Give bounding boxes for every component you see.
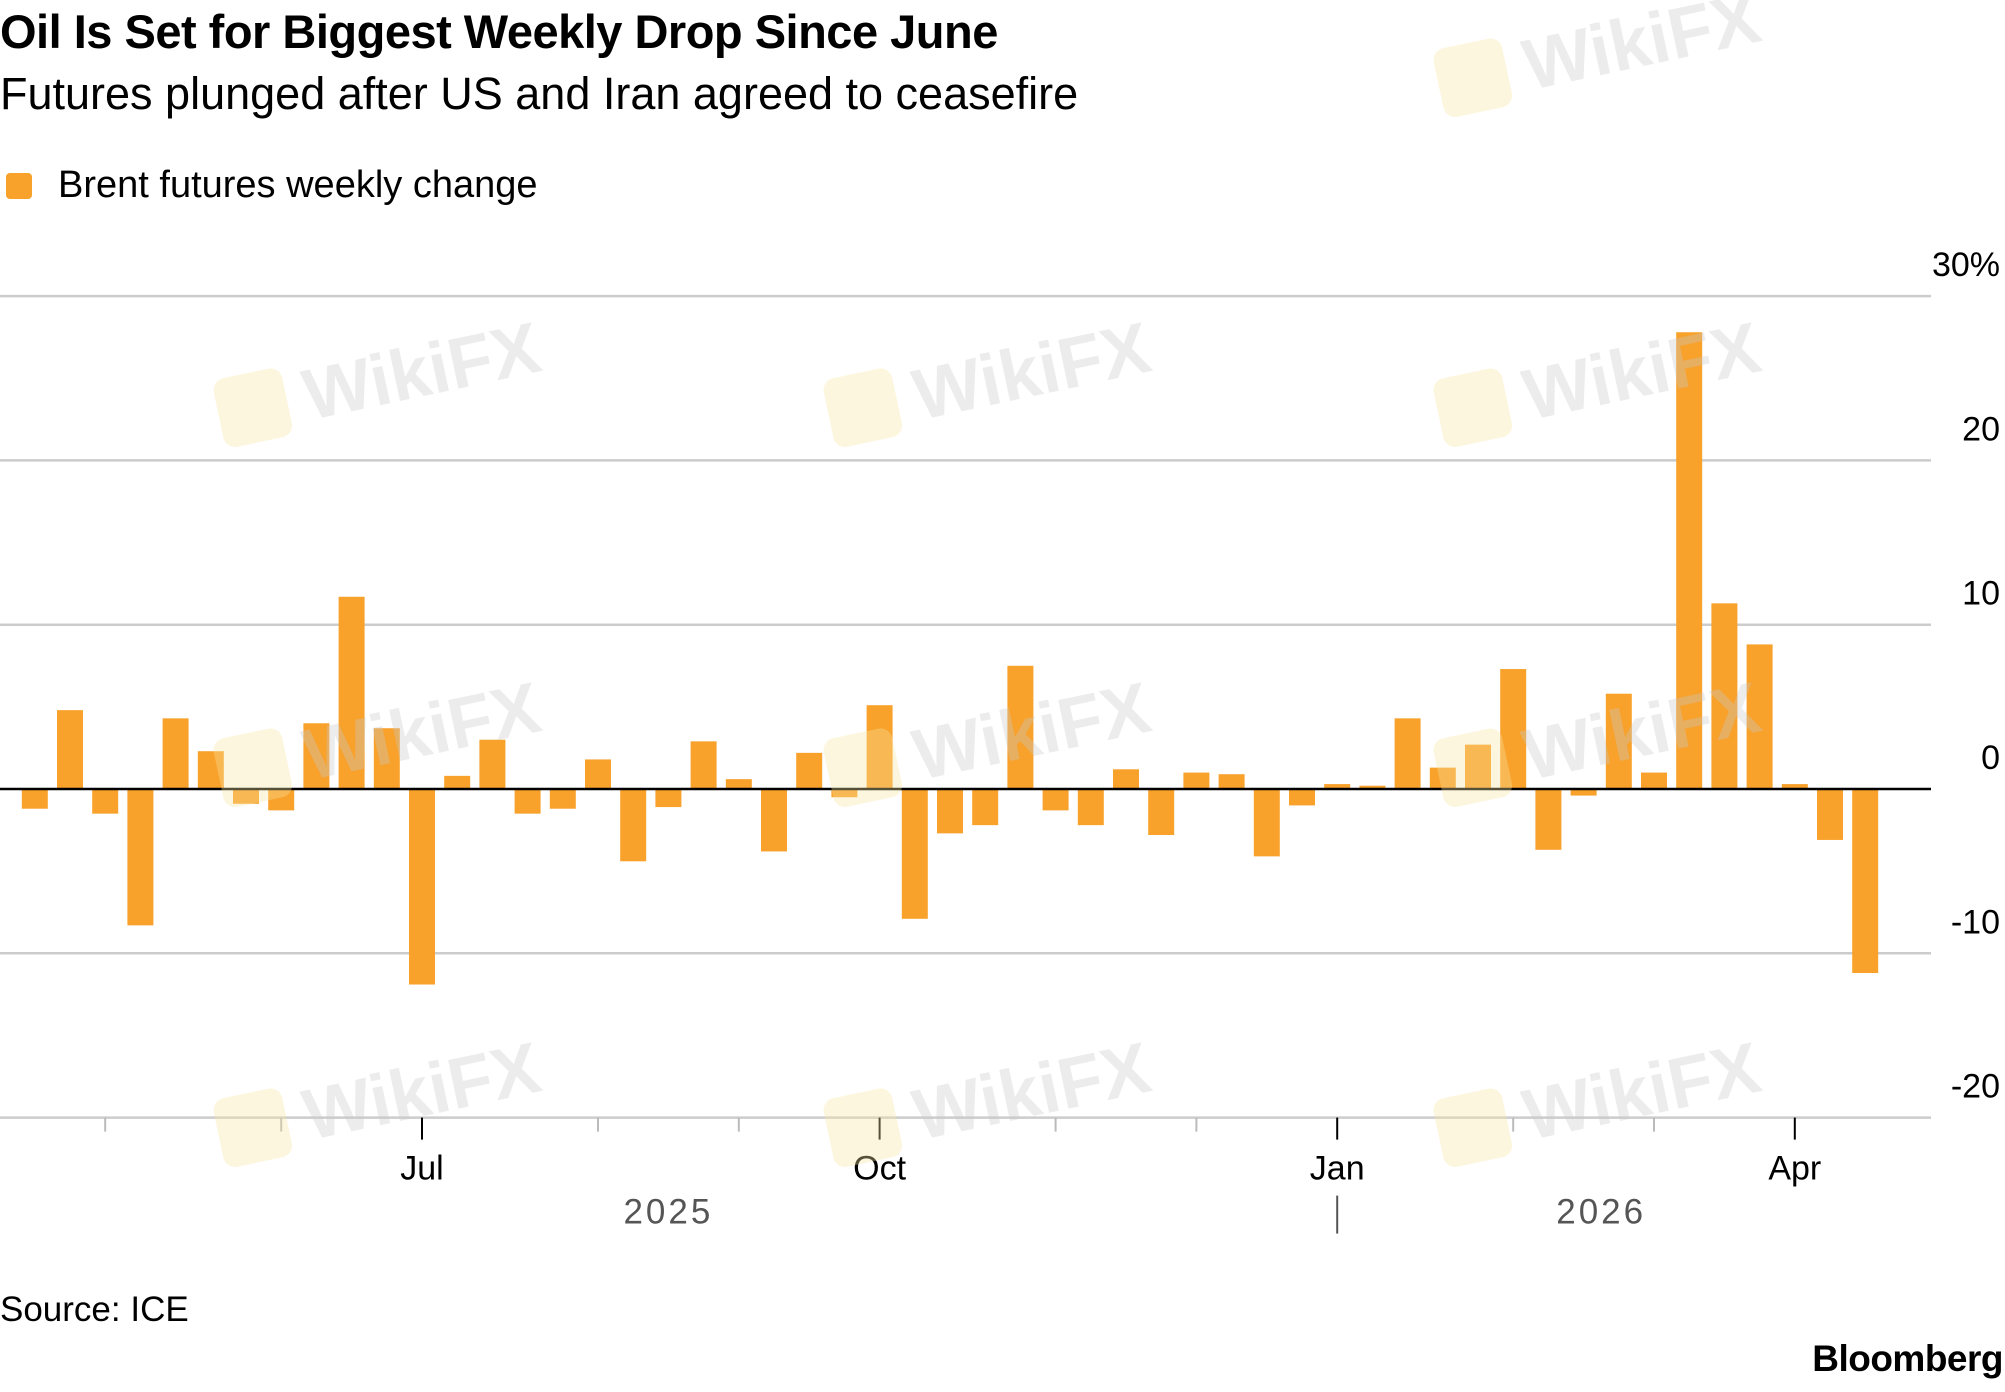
bar — [901, 789, 928, 919]
x-year-label: 2025 — [623, 1193, 713, 1232]
bar — [585, 759, 611, 789]
bar — [479, 739, 506, 789]
bar — [409, 789, 435, 985]
legend-label-brent: Brent futures weekly change — [58, 164, 538, 206]
bar — [1500, 669, 1527, 789]
bar — [1394, 718, 1421, 789]
bar — [21, 789, 48, 809]
bar — [268, 789, 295, 811]
bar — [197, 751, 224, 789]
legend-swatch-brent — [6, 172, 32, 199]
x-tick-label: Oct — [853, 1150, 906, 1188]
x-year-label: 2026 — [1556, 1193, 1646, 1232]
bar — [127, 789, 154, 926]
bar — [1253, 789, 1280, 857]
bar — [1711, 603, 1738, 789]
bar — [1007, 665, 1034, 789]
x-tick-label: Jan — [1310, 1150, 1365, 1188]
y-tick-label: 30% — [1932, 246, 2000, 284]
y-tick-label: -20 — [1951, 1068, 2000, 1106]
bar — [796, 752, 823, 789]
bar — [937, 789, 963, 834]
bar — [162, 718, 189, 789]
bar — [972, 789, 999, 826]
bar — [57, 710, 83, 789]
bar — [233, 789, 259, 804]
bar — [1289, 789, 1315, 806]
bar — [1465, 744, 1491, 789]
bar — [1218, 774, 1245, 789]
bar — [1359, 785, 1386, 789]
bar — [1535, 789, 1562, 850]
chart-subtitle: Futures plunged after US and Iran agreed… — [0, 68, 1079, 119]
x-tick-label: Apr — [1768, 1150, 1821, 1188]
bar — [620, 789, 647, 862]
bar — [1113, 769, 1139, 789]
bar — [1746, 644, 1773, 789]
bar — [761, 789, 787, 852]
bar — [1676, 332, 1703, 789]
bar — [338, 596, 365, 789]
y-tick-label: -10 — [1951, 903, 2000, 941]
bar — [1077, 789, 1104, 826]
bar — [1042, 789, 1069, 811]
bar — [1183, 772, 1210, 789]
bar — [1781, 784, 1808, 789]
y-tick-label: 20 — [1962, 410, 2000, 448]
bar — [1148, 789, 1175, 836]
bar — [866, 705, 893, 789]
bar — [1429, 767, 1456, 789]
bar — [831, 789, 858, 798]
bar — [655, 789, 682, 808]
bar — [549, 789, 576, 809]
bar — [1570, 789, 1597, 796]
bar — [690, 741, 717, 789]
bar — [725, 779, 752, 789]
bar — [1641, 772, 1667, 789]
bar — [92, 789, 119, 814]
bloomberg-logo: Bloomberg — [1812, 1338, 2003, 1379]
y-tick-label: 10 — [1962, 575, 2000, 613]
bar — [514, 789, 541, 814]
bar — [1852, 789, 1879, 974]
bar — [444, 775, 471, 789]
x-tick-label: Jul — [400, 1150, 443, 1188]
bar — [373, 728, 400, 789]
y-tick-label: 0 — [1981, 739, 2000, 777]
bar — [1605, 693, 1632, 789]
bar — [1817, 789, 1843, 840]
legend: Brent futures weekly change — [6, 164, 538, 207]
source-note: Source: ICE — [0, 1290, 189, 1329]
chart-title: Oil Is Set for Biggest Weekly Drop Since… — [0, 5, 998, 58]
bar — [303, 723, 330, 789]
bar — [1324, 784, 1351, 789]
